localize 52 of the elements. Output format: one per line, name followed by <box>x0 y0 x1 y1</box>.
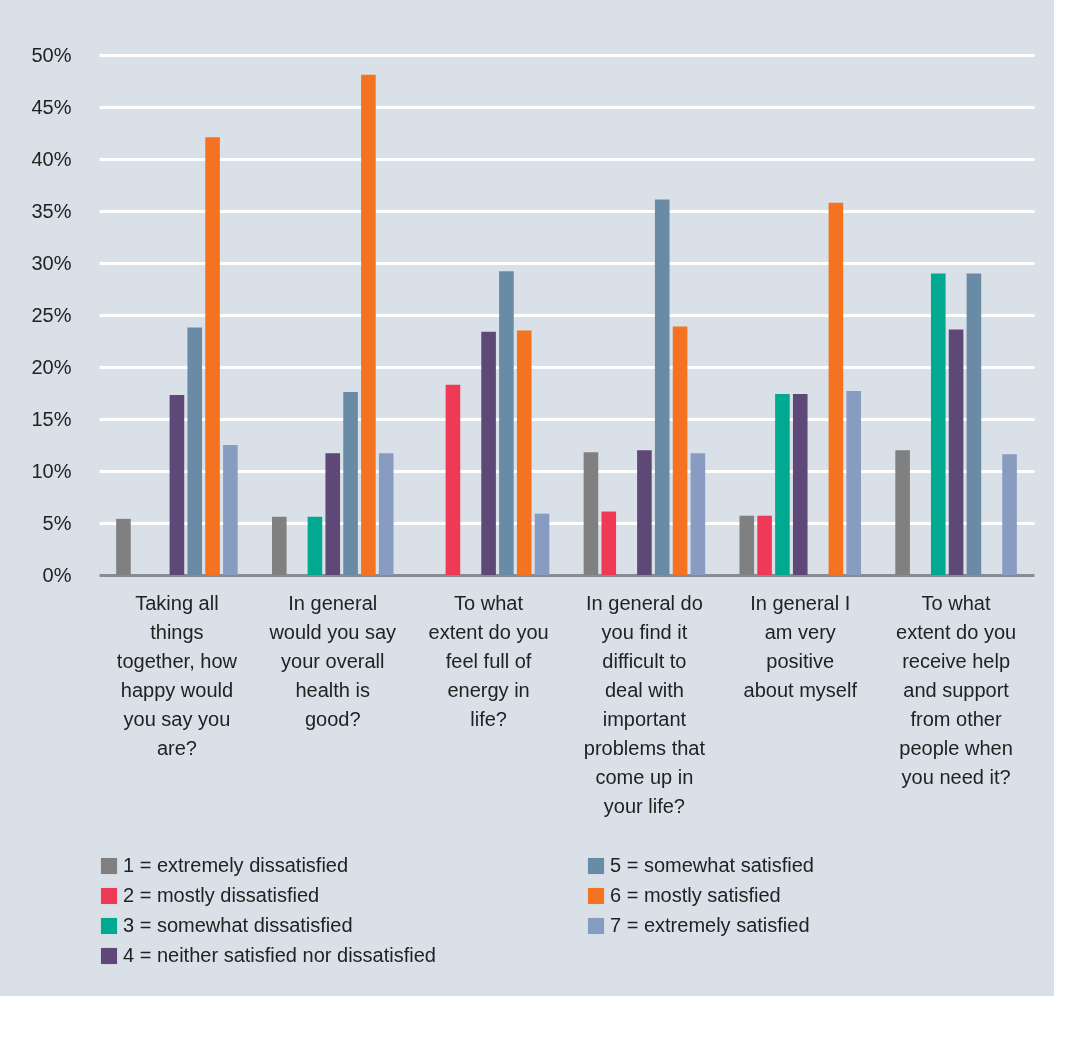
x-tick-label: In general would you say your overall health is good? <box>268 591 397 730</box>
bar <box>361 74 376 575</box>
bar <box>169 395 185 575</box>
x-tick-label: In general do you find it difficult to deal with important problems that come up in your life? <box>583 591 706 817</box>
y-tick-label: 0% <box>42 563 72 586</box>
x-tick-label: To what extent do you receive help and support from other people when you need it? <box>896 591 1017 788</box>
bar <box>445 384 461 575</box>
y-tick-label: 40% <box>31 147 72 170</box>
bar <box>1002 454 1017 575</box>
bar <box>757 515 772 575</box>
x-tick-label: To what extent do you feel full of energy in life? <box>428 591 549 730</box>
legend-label: 6 = mostly satisfied <box>610 884 781 906</box>
bar <box>307 516 323 575</box>
y-tick-label: 25% <box>31 303 72 326</box>
bar <box>343 391 358 575</box>
bar <box>205 137 220 575</box>
bar <box>792 394 808 575</box>
bar <box>516 330 532 575</box>
bar <box>481 331 496 575</box>
legend-label: 1 = extremely dissatisfied <box>123 854 349 876</box>
bar <box>966 273 982 575</box>
bar <box>499 271 514 575</box>
bar <box>846 390 862 575</box>
y-tick-label: 5% <box>42 511 72 534</box>
bar <box>601 511 617 575</box>
bar <box>828 202 844 575</box>
bar <box>187 327 203 575</box>
y-tick-label: 10% <box>31 459 72 482</box>
bar <box>534 513 550 575</box>
y-tick-label: 15% <box>31 407 72 430</box>
bar <box>325 453 341 575</box>
legend-label: 5 = somewhat satisfied <box>610 854 814 876</box>
bar <box>637 450 652 575</box>
bar <box>672 326 688 575</box>
bar <box>775 394 790 575</box>
y-tick-label: 20% <box>31 355 72 378</box>
bar <box>654 199 670 575</box>
x-tick-label: Taking all things together, how happy would you say you are? <box>116 591 238 759</box>
y-tick-label: 35% <box>31 199 72 222</box>
legend-label: 7 = extremely satisfied <box>610 914 810 936</box>
x-tick-label: In general I am very positive about myself <box>743 591 858 701</box>
bar <box>223 445 238 575</box>
bar <box>378 453 394 575</box>
bar <box>948 329 964 575</box>
y-tick-label: 45% <box>31 95 72 118</box>
bar <box>690 453 706 575</box>
y-tick-label: 50% <box>31 43 72 66</box>
y-tick-label: 30% <box>31 251 72 274</box>
bar <box>930 273 946 575</box>
legend-label: 2 = mostly dissatisfied <box>123 884 320 906</box>
legend-label: 3 = somewhat dissatisfied <box>123 914 353 936</box>
legend-label: 4 = neither satisfied nor dissatisfied <box>123 944 436 966</box>
